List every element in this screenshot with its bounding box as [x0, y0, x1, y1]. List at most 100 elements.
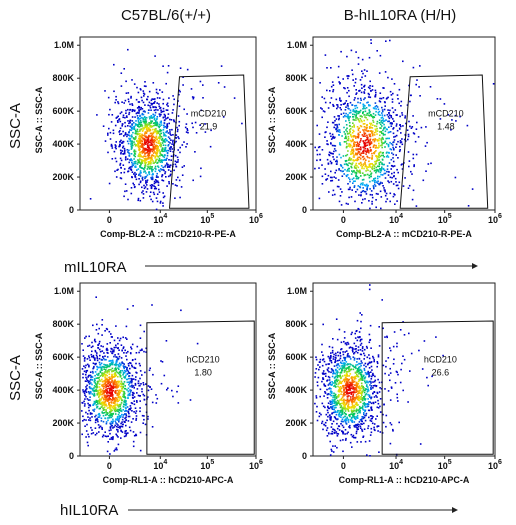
event-dot	[142, 149, 144, 151]
event-dot	[125, 374, 127, 377]
event-dot	[373, 359, 375, 361]
event-dot	[139, 377, 141, 380]
event-dot	[151, 117, 153, 119]
event-dot	[366, 454, 368, 456]
event-dot	[342, 353, 345, 356]
event-dot	[356, 427, 358, 429]
event-dot	[439, 118, 442, 120]
event-dot	[142, 127, 144, 129]
event-dot	[95, 362, 97, 365]
event-dot	[350, 417, 353, 420]
event-dot	[385, 119, 387, 121]
event-dot	[334, 396, 336, 399]
event-dot	[382, 138, 384, 140]
event-dot	[95, 296, 97, 298]
event-dot	[85, 395, 87, 398]
event-dot	[334, 358, 337, 361]
event-dot	[332, 372, 334, 375]
event-dot	[114, 410, 117, 413]
event-dot	[330, 388, 332, 390]
event-dot	[355, 348, 357, 350]
event-dot	[367, 398, 369, 400]
event-dot	[159, 144, 162, 146]
event-dot	[111, 359, 113, 362]
event-dot	[354, 107, 357, 110]
event-dot	[349, 143, 352, 146]
event-dot	[172, 141, 174, 143]
event-dot	[126, 135, 128, 138]
event-dot	[117, 363, 119, 366]
event-dot	[342, 155, 345, 157]
event-dot	[152, 146, 155, 149]
event-dot	[368, 200, 370, 202]
event-dot	[166, 103, 168, 106]
event-dot	[111, 363, 113, 366]
event-dot	[153, 141, 155, 144]
event-dot	[350, 410, 353, 412]
event-dot	[389, 442, 392, 445]
event-dot	[159, 161, 162, 163]
event-dot	[360, 360, 363, 362]
event-dot	[363, 91, 365, 93]
event-dot	[126, 406, 129, 408]
event-dot	[115, 382, 118, 384]
event-dot	[115, 325, 117, 327]
event-dot	[383, 142, 385, 144]
event-dot	[144, 116, 146, 119]
event-dot	[145, 143, 147, 145]
event-dots	[89, 48, 243, 211]
event-dot	[113, 150, 116, 153]
event-dot	[358, 391, 360, 393]
event-dot	[89, 371, 92, 373]
event-dot	[177, 161, 179, 163]
event-dot	[336, 404, 338, 406]
event-dot	[351, 435, 354, 438]
event-dot	[358, 411, 360, 413]
event-dot	[108, 127, 110, 130]
event-dot	[155, 180, 158, 182]
event-dot	[357, 111, 359, 113]
event-dot	[376, 133, 378, 135]
event-dot	[316, 419, 319, 422]
event-dot	[138, 123, 140, 125]
event-dot	[94, 427, 97, 429]
event-dot	[379, 127, 381, 129]
event-dot	[141, 112, 144, 115]
event-dot	[360, 91, 363, 94]
event-dot	[338, 168, 340, 170]
event-dot	[351, 346, 353, 349]
event-dot	[360, 164, 362, 167]
event-dot	[349, 162, 352, 165]
event-dot	[160, 165, 163, 167]
event-dot	[368, 126, 371, 128]
event-dot	[370, 431, 373, 434]
event-dot	[327, 402, 330, 404]
event-dot	[339, 390, 342, 393]
event-dot	[351, 410, 354, 412]
event-dot	[136, 115, 139, 117]
event-dot	[120, 177, 123, 180]
event-dot	[119, 415, 121, 417]
event-dot	[148, 109, 150, 111]
event-dot	[105, 381, 108, 383]
event-dot	[194, 151, 196, 153]
event-dot	[136, 139, 138, 142]
event-dot	[118, 408, 121, 411]
event-dot	[196, 342, 199, 345]
event-dot	[110, 404, 112, 407]
event-dot	[338, 81, 340, 83]
event-dot	[352, 406, 355, 409]
event-dot	[363, 403, 365, 405]
event-dot	[347, 135, 350, 138]
event-dot	[133, 83, 136, 85]
event-dot	[389, 422, 392, 424]
event-dot	[351, 411, 353, 414]
event-dot	[154, 161, 157, 163]
event-dot	[106, 450, 109, 453]
event-dot	[399, 115, 401, 118]
event-dot	[393, 358, 395, 361]
event-dot	[148, 173, 151, 176]
event-dot	[366, 124, 368, 126]
event-dot	[335, 128, 338, 130]
